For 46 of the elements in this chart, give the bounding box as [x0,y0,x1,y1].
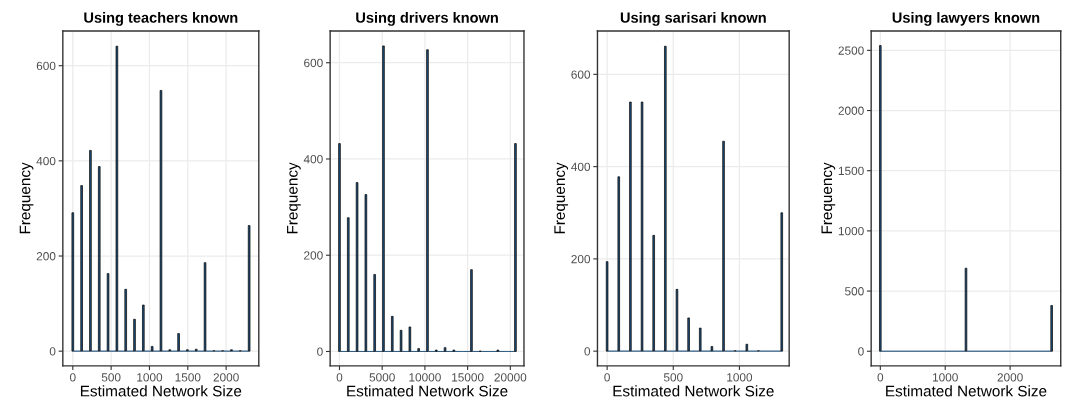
x-axis-title: Estimated Network Size [80,385,242,397]
x-tick-label: 0 [604,373,610,382]
x-tick-label: 2000 [213,373,239,382]
x-tick-label: 500 [663,373,683,382]
x-tick-label: 20000 [494,373,527,382]
x-axis-title: Estimated Network Size [613,385,774,397]
y-tick-label: 600 [571,70,591,79]
x-tick-label: 1000 [137,373,163,382]
y-tick-label: 600 [304,58,323,68]
y-tick-label: 2500 [838,46,864,55]
x-tick-label: 1000 [932,373,958,382]
y-tick-label: 0 [49,347,56,356]
y-tick-label: 1000 [838,226,864,236]
y-tick-label: 2000 [838,106,864,115]
x-tick-label: 500 [101,373,121,382]
x-tick-label: 0 [336,373,343,382]
y-tick-label: 400 [36,156,56,166]
chart-title: Using lawyers known [892,12,1040,26]
x-tick-label: 0 [877,373,884,382]
y-axis-title: Frequency [554,162,569,234]
x-tick-label: 10000 [409,373,441,382]
y-tick-label: 200 [304,251,323,260]
y-tick-label: 400 [303,155,323,164]
y-tick-label: 200 [571,254,591,264]
y-axis-title: Frequency [287,162,301,234]
y-tick-label: 600 [36,61,56,71]
x-tick-label: 15000 [452,373,484,382]
y-tick-label: 1500 [838,166,864,176]
x-axis-title: Estimated Network Size [347,385,508,397]
chart-title: Using sarisari known [620,12,766,26]
x-tick-label: 1500 [175,373,201,382]
y-tick-label: 200 [36,252,56,261]
x-tick-label: 1000 [727,373,753,382]
x-tick-label: 0 [69,373,76,382]
y-tick-label: 0 [317,347,323,356]
y-tick-label: 400 [571,162,591,172]
y-tick-label: 0 [858,347,864,356]
y-tick-label: 500 [845,287,864,296]
y-tick-label: 0 [584,347,591,356]
y-axis-title: Frequency [19,162,34,234]
chart-title: Using teachers known [84,12,238,26]
x-axis-title: Estimated Network Size [886,385,1047,397]
x-tick-label: 2000 [997,373,1023,382]
x-tick-label: 5000 [369,373,395,382]
y-axis-title: Frequency [821,162,836,234]
chart-title: Using drivers known [356,12,498,26]
